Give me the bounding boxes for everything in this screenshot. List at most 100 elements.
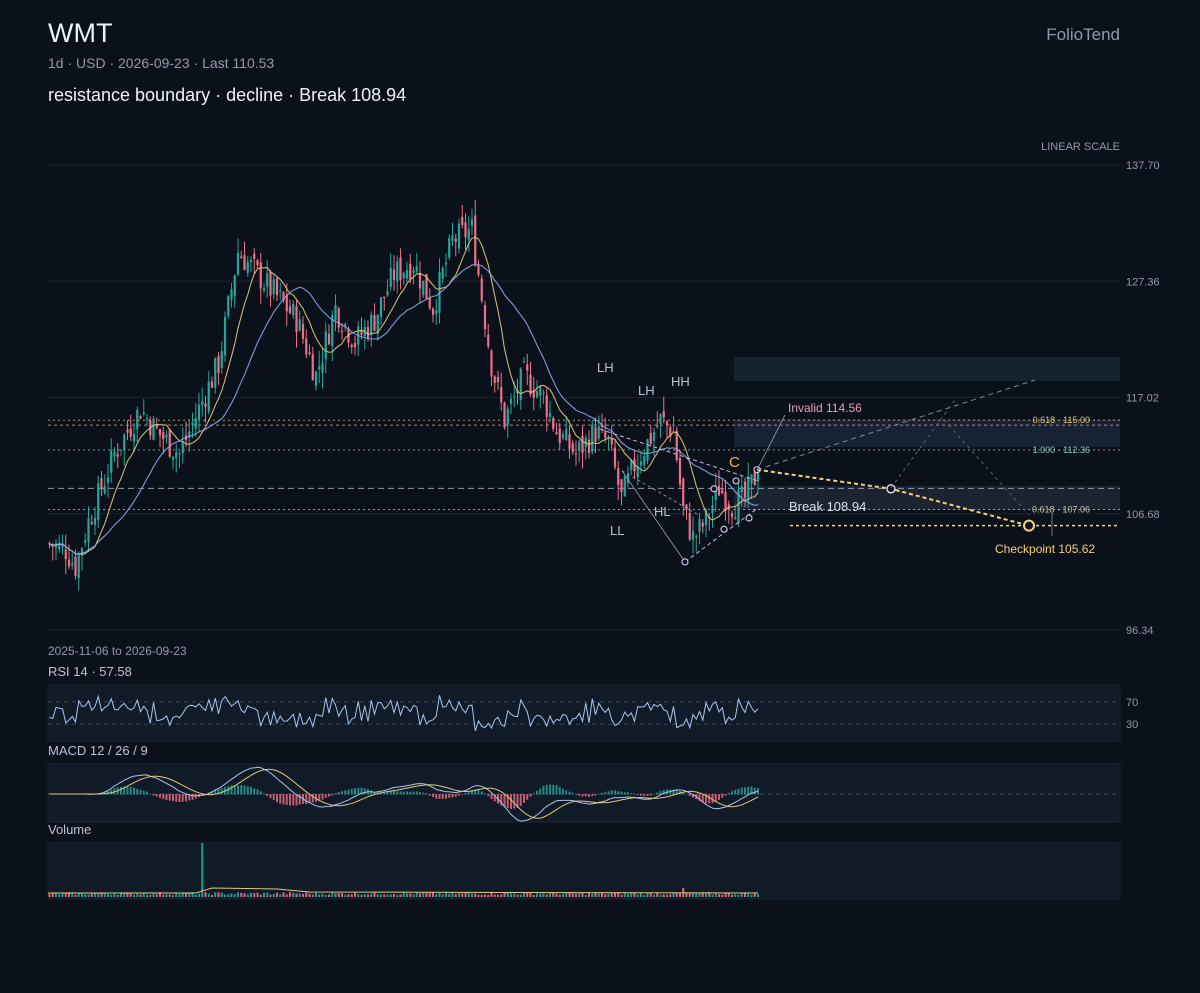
- macd-hist-bar: [412, 791, 415, 795]
- chart-headline: resistance boundary · decline · Break 10…: [48, 85, 407, 105]
- volume-bar: [220, 892, 223, 897]
- macd-hist-bar: [493, 794, 496, 802]
- candle-body: [126, 429, 129, 433]
- volume-bar: [139, 894, 142, 897]
- candle-body: [204, 403, 207, 408]
- candle-body: [513, 395, 516, 397]
- candle-body: [334, 304, 337, 321]
- macd-hist-bar: [292, 794, 295, 806]
- macd-hist-bar: [532, 793, 535, 795]
- candle-body: [223, 316, 227, 356]
- level-label: 0.618 · 115.00: [1033, 415, 1090, 425]
- macd-hist-bar: [588, 794, 590, 797]
- ma-fast-line: [49, 237, 759, 555]
- macd-hist-bar: [675, 789, 678, 795]
- candle-body: [740, 486, 743, 493]
- candle-body: [402, 272, 405, 279]
- candle-body: [444, 262, 448, 265]
- candle-body: [87, 518, 90, 542]
- candle-body: [756, 470, 760, 482]
- macd-hist-bar: [386, 792, 389, 795]
- volume-bar: [701, 892, 704, 897]
- volume-bar: [318, 894, 321, 897]
- macd-signal-line: [49, 768, 759, 819]
- macd-hist-bar: [731, 791, 733, 795]
- macd-hist-bar: [425, 793, 428, 795]
- candle-body: [301, 323, 305, 339]
- macd-hist-bar: [266, 794, 269, 797]
- volume-bar: [48, 893, 51, 897]
- volume-bar: [461, 893, 464, 897]
- candle-body: [93, 517, 97, 525]
- candle-body: [594, 427, 597, 442]
- volume-bar: [714, 893, 717, 897]
- volume-bar: [360, 894, 363, 897]
- macd-hist-bar: [389, 791, 392, 795]
- macd-hist-bar: [646, 794, 649, 796]
- volume-bar: [458, 892, 460, 897]
- macd-hist-bar: [724, 794, 727, 796]
- macd-hist-bar: [272, 794, 275, 801]
- volume-bar: [191, 892, 194, 897]
- candle-body: [656, 425, 659, 427]
- candle-body: [327, 333, 331, 345]
- volume-bar: [263, 892, 265, 897]
- volume-bar: [666, 894, 668, 897]
- macd-hist-bar: [347, 789, 350, 795]
- candle-body: [116, 453, 119, 457]
- candle-body: [298, 319, 301, 331]
- candle-body: [568, 434, 571, 449]
- candle-body: [425, 274, 428, 299]
- macd-hist-bar: [545, 784, 548, 795]
- macd-hist-bar: [519, 794, 522, 806]
- macd-hist-bar: [718, 794, 720, 800]
- macd-hist-bar: [516, 794, 519, 808]
- candle-body: [275, 278, 279, 295]
- volume-bar: [438, 893, 441, 897]
- macd-hist-bar: [471, 790, 473, 795]
- candle-body: [649, 432, 652, 444]
- candle-body: [308, 352, 311, 354]
- volume-bar: [467, 892, 470, 897]
- candle-body: [123, 434, 126, 451]
- volume-bar: [451, 892, 454, 897]
- volume-bar: [181, 892, 184, 897]
- macd-hist-bar: [454, 794, 457, 797]
- candle-body: [431, 308, 435, 315]
- macd-hist-bar: [448, 794, 451, 798]
- macd-hist-bar: [311, 794, 314, 803]
- swing-label: LH: [638, 383, 655, 398]
- candle-body: [279, 290, 282, 292]
- volume-bar: [539, 893, 542, 897]
- volume-bar: [207, 893, 210, 897]
- macd-hist-bar: [350, 788, 353, 795]
- invalid-label: Invalid 114.56: [788, 401, 862, 415]
- swing-label: HH: [671, 374, 690, 389]
- candle-body: [181, 441, 184, 454]
- checkpoint-label: Checkpoint 105.62: [995, 542, 1095, 556]
- macd-hist-bar: [591, 794, 594, 797]
- macd-hist-bar: [211, 791, 213, 795]
- volume-bar: [305, 892, 308, 897]
- macd-hist-bar: [220, 788, 223, 795]
- volume-bar: [464, 892, 467, 897]
- volume-bar: [503, 892, 506, 897]
- rsi-band-label: 30: [1126, 719, 1138, 731]
- macd-hist-bar: [149, 793, 152, 795]
- volume-bar: [51, 892, 54, 897]
- alt-path: [943, 419, 1030, 516]
- macd-hist-bar: [490, 794, 493, 800]
- volume-bar: [289, 892, 291, 897]
- candle-body: [405, 270, 409, 279]
- macd-hist-bar: [601, 792, 603, 795]
- macd-hist-bar: [126, 786, 129, 795]
- volume-bar: [718, 894, 720, 897]
- volume-bar: [94, 893, 96, 897]
- macd-panel: [47, 763, 1121, 823]
- volume-bar: [432, 892, 434, 897]
- candle-body: [321, 362, 324, 373]
- volume-bar: [246, 894, 249, 897]
- candle-body: [730, 513, 734, 518]
- volume-bar: [129, 892, 132, 897]
